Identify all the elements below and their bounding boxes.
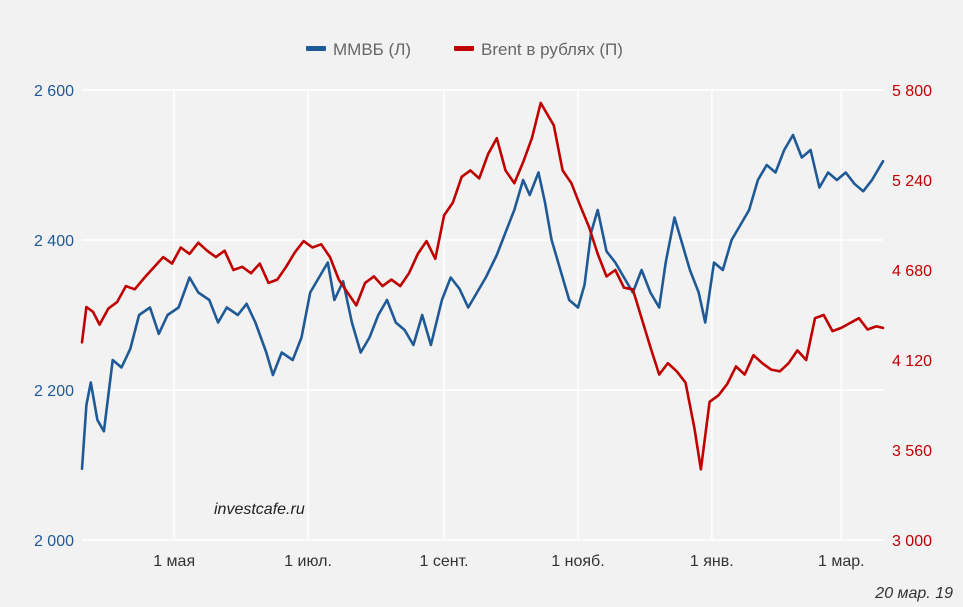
grid xyxy=(82,89,883,541)
x-tick-label: 1 нояб. xyxy=(551,553,604,570)
left-y-tick-label: 2 400 xyxy=(34,233,74,250)
x-tick-label: 1 мая xyxy=(153,553,195,570)
series-group xyxy=(80,101,885,471)
left-y-tick-label: 2 200 xyxy=(34,383,74,400)
right-y-tick-label: 5 800 xyxy=(892,83,932,100)
right-y-axis: 3 000 3 560 4 120 4 680 5 240 5 800 xyxy=(892,83,932,550)
date-stamp: 20 мар. 19 xyxy=(874,585,953,602)
left-y-tick-label: 2 000 xyxy=(34,533,74,550)
right-y-tick-label: 3 000 xyxy=(892,533,932,550)
x-axis: 1 мая 1 июл. 1 сент. 1 нояб. 1 янв. 1 мар. xyxy=(153,553,864,570)
x-tick-label: 1 сент. xyxy=(420,553,469,570)
legend-label-mmvb: ММВБ (Л) xyxy=(333,40,411,59)
x-tick-label: 1 мар. xyxy=(818,553,865,570)
right-y-tick-label: 5 240 xyxy=(892,173,932,190)
legend-swatch-mmvb xyxy=(306,46,326,51)
left-y-tick-label: 2 600 xyxy=(34,83,74,100)
right-y-tick-label: 4 680 xyxy=(892,263,932,280)
series-line-mmvb xyxy=(80,133,885,471)
right-y-tick-label: 3 560 xyxy=(892,443,932,460)
x-tick-label: 1 янв. xyxy=(690,553,734,570)
x-tick-label: 1 июл. xyxy=(284,553,332,570)
left-y-axis: 2 000 2 200 2 400 2 600 xyxy=(34,83,74,550)
legend-swatch-brent xyxy=(454,46,474,51)
right-y-tick-label: 4 120 xyxy=(892,353,932,370)
legend-label-brent: Brent в рублях (П) xyxy=(481,40,623,59)
series-line-brent xyxy=(80,101,885,471)
watermark: investcafe.ru xyxy=(214,501,305,518)
legend: ММВБ (Л) Brent в рублях (П) xyxy=(306,40,623,59)
